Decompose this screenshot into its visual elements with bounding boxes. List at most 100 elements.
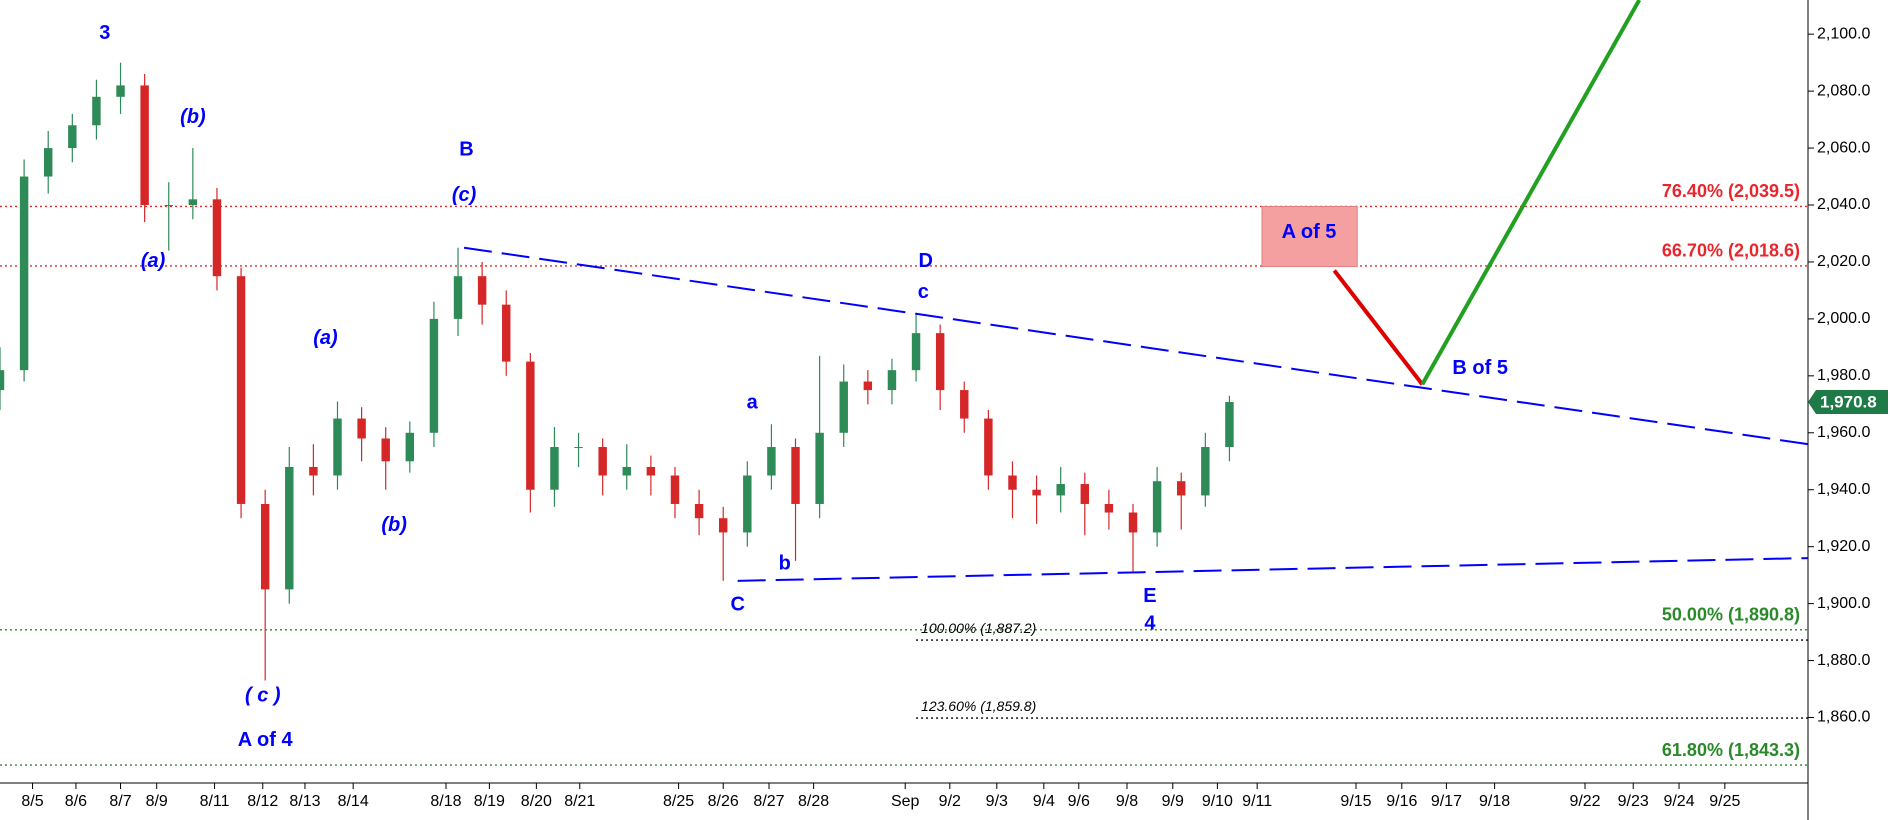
x-tick-label: 8/7 <box>109 793 131 810</box>
y-tick-label: 2,080.0 <box>1817 82 1870 99</box>
wave-label: (a) <box>313 327 338 349</box>
candle-body <box>984 418 993 476</box>
candle-body <box>935 333 945 391</box>
candle-body <box>1177 481 1186 496</box>
candle-body <box>791 447 800 504</box>
x-tick-label: 9/3 <box>986 793 1008 810</box>
candle-body <box>19 176 29 371</box>
candle-body <box>236 276 246 504</box>
x-tick-label: 8/19 <box>474 793 505 810</box>
candle-body <box>694 503 704 519</box>
candle-body <box>92 96 101 126</box>
candle-body <box>405 432 415 462</box>
candle-body <box>260 503 270 590</box>
candle-body <box>188 199 198 206</box>
candle-body <box>429 318 439 433</box>
wave-label: C <box>730 593 744 615</box>
candle-body <box>357 418 366 439</box>
y-tick-label: 1,920.0 <box>1817 538 1870 555</box>
target-box <box>1261 206 1358 268</box>
candle-body <box>1225 402 1234 448</box>
wave-label: E <box>1143 585 1156 607</box>
candle-body <box>574 447 583 449</box>
candle-body <box>453 276 463 319</box>
x-tick-label: 9/2 <box>939 793 961 810</box>
candle-body <box>646 466 656 476</box>
wave-label: ( c ) <box>245 685 281 707</box>
x-tick-label: 9/17 <box>1431 793 1462 810</box>
candle-body <box>1056 484 1065 496</box>
candle-body <box>477 276 487 305</box>
wave-label: c <box>918 281 929 303</box>
candle-body <box>164 205 173 207</box>
candle-body <box>887 370 897 391</box>
wave-label: B of 5 <box>1452 357 1508 379</box>
x-tick-label: 8/25 <box>663 793 694 810</box>
wave-label: A of 4 <box>238 729 294 751</box>
x-tick-label: 8/18 <box>430 793 461 810</box>
y-tick-label: 1,880.0 <box>1817 652 1870 669</box>
wave-label: (b) <box>180 106 206 128</box>
candle-body <box>622 466 631 476</box>
x-tick-label: Sep <box>891 793 920 810</box>
price-tag <box>1808 390 1888 415</box>
x-tick-label: 8/9 <box>146 793 168 810</box>
candle-body <box>526 361 535 490</box>
candle-body <box>1104 503 1114 513</box>
x-tick-label: 8/28 <box>798 793 829 810</box>
wave-label: B <box>459 138 473 160</box>
x-tick-label: 9/10 <box>1202 793 1233 810</box>
candle-body <box>960 390 969 419</box>
candle-body <box>140 85 149 206</box>
y-tick-label: 2,060.0 <box>1817 139 1870 156</box>
y-tick-label: 1,960.0 <box>1817 424 1870 441</box>
fib-label: 123.60% (1,859.8) <box>921 698 1036 714</box>
x-tick-label: 8/12 <box>247 793 278 810</box>
fib-label: 76.40% (2,039.5) <box>1662 181 1800 201</box>
y-tick-label: 2,040.0 <box>1817 196 1870 213</box>
wave-label: (a) <box>141 250 166 272</box>
wave-label: 3 <box>99 22 110 44</box>
wave-label: 4 <box>1144 613 1156 635</box>
y-tick-label: 2,100.0 <box>1817 25 1870 42</box>
x-tick-label: 9/8 <box>1116 793 1138 810</box>
wave-label: A of 5 <box>1282 221 1337 243</box>
x-tick-label: 8/5 <box>21 793 43 810</box>
candle-body <box>285 466 294 590</box>
fib-label: 50.00% (1,890.8) <box>1662 605 1800 625</box>
x-tick-label: 9/11 <box>1242 793 1272 810</box>
candle-body <box>0 370 5 391</box>
fib-label: 61.80% (1,843.3) <box>1662 740 1800 760</box>
candle-body <box>1152 481 1162 533</box>
y-tick-label: 1,980.0 <box>1817 367 1870 384</box>
candle-body <box>1080 484 1090 504</box>
x-tick-label: 9/18 <box>1479 793 1510 810</box>
x-tick-label: 9/6 <box>1068 793 1090 810</box>
trendline <box>1420 0 1641 386</box>
candle-body <box>767 447 776 476</box>
candle-body <box>743 475 752 533</box>
candle-body <box>1128 512 1138 533</box>
candle-body <box>381 438 390 462</box>
trendline <box>1332 269 1424 386</box>
wave-label: (b) <box>381 514 407 536</box>
candle-body <box>1032 489 1041 496</box>
x-tick-label: 9/22 <box>1569 793 1600 810</box>
wave-label: D <box>918 250 932 272</box>
y-tick-label: 1,860.0 <box>1817 709 1870 726</box>
trendline <box>737 557 1808 582</box>
x-tick-label: 8/21 <box>564 793 595 810</box>
y-tick-label: 1,940.0 <box>1817 481 1870 498</box>
wave-label: (c) <box>452 184 477 206</box>
fib-label: 66.70% (2,018.6) <box>1662 241 1800 261</box>
candle-body <box>212 199 222 277</box>
candle-body <box>309 466 318 476</box>
candle-body <box>598 447 607 476</box>
x-tick-label: 9/25 <box>1709 793 1740 810</box>
candle-body <box>43 148 53 177</box>
x-tick-label: 9/9 <box>1162 793 1184 810</box>
candle-body <box>911 333 921 371</box>
candle-body <box>839 381 848 433</box>
y-tick-label: 2,000.0 <box>1817 310 1870 327</box>
